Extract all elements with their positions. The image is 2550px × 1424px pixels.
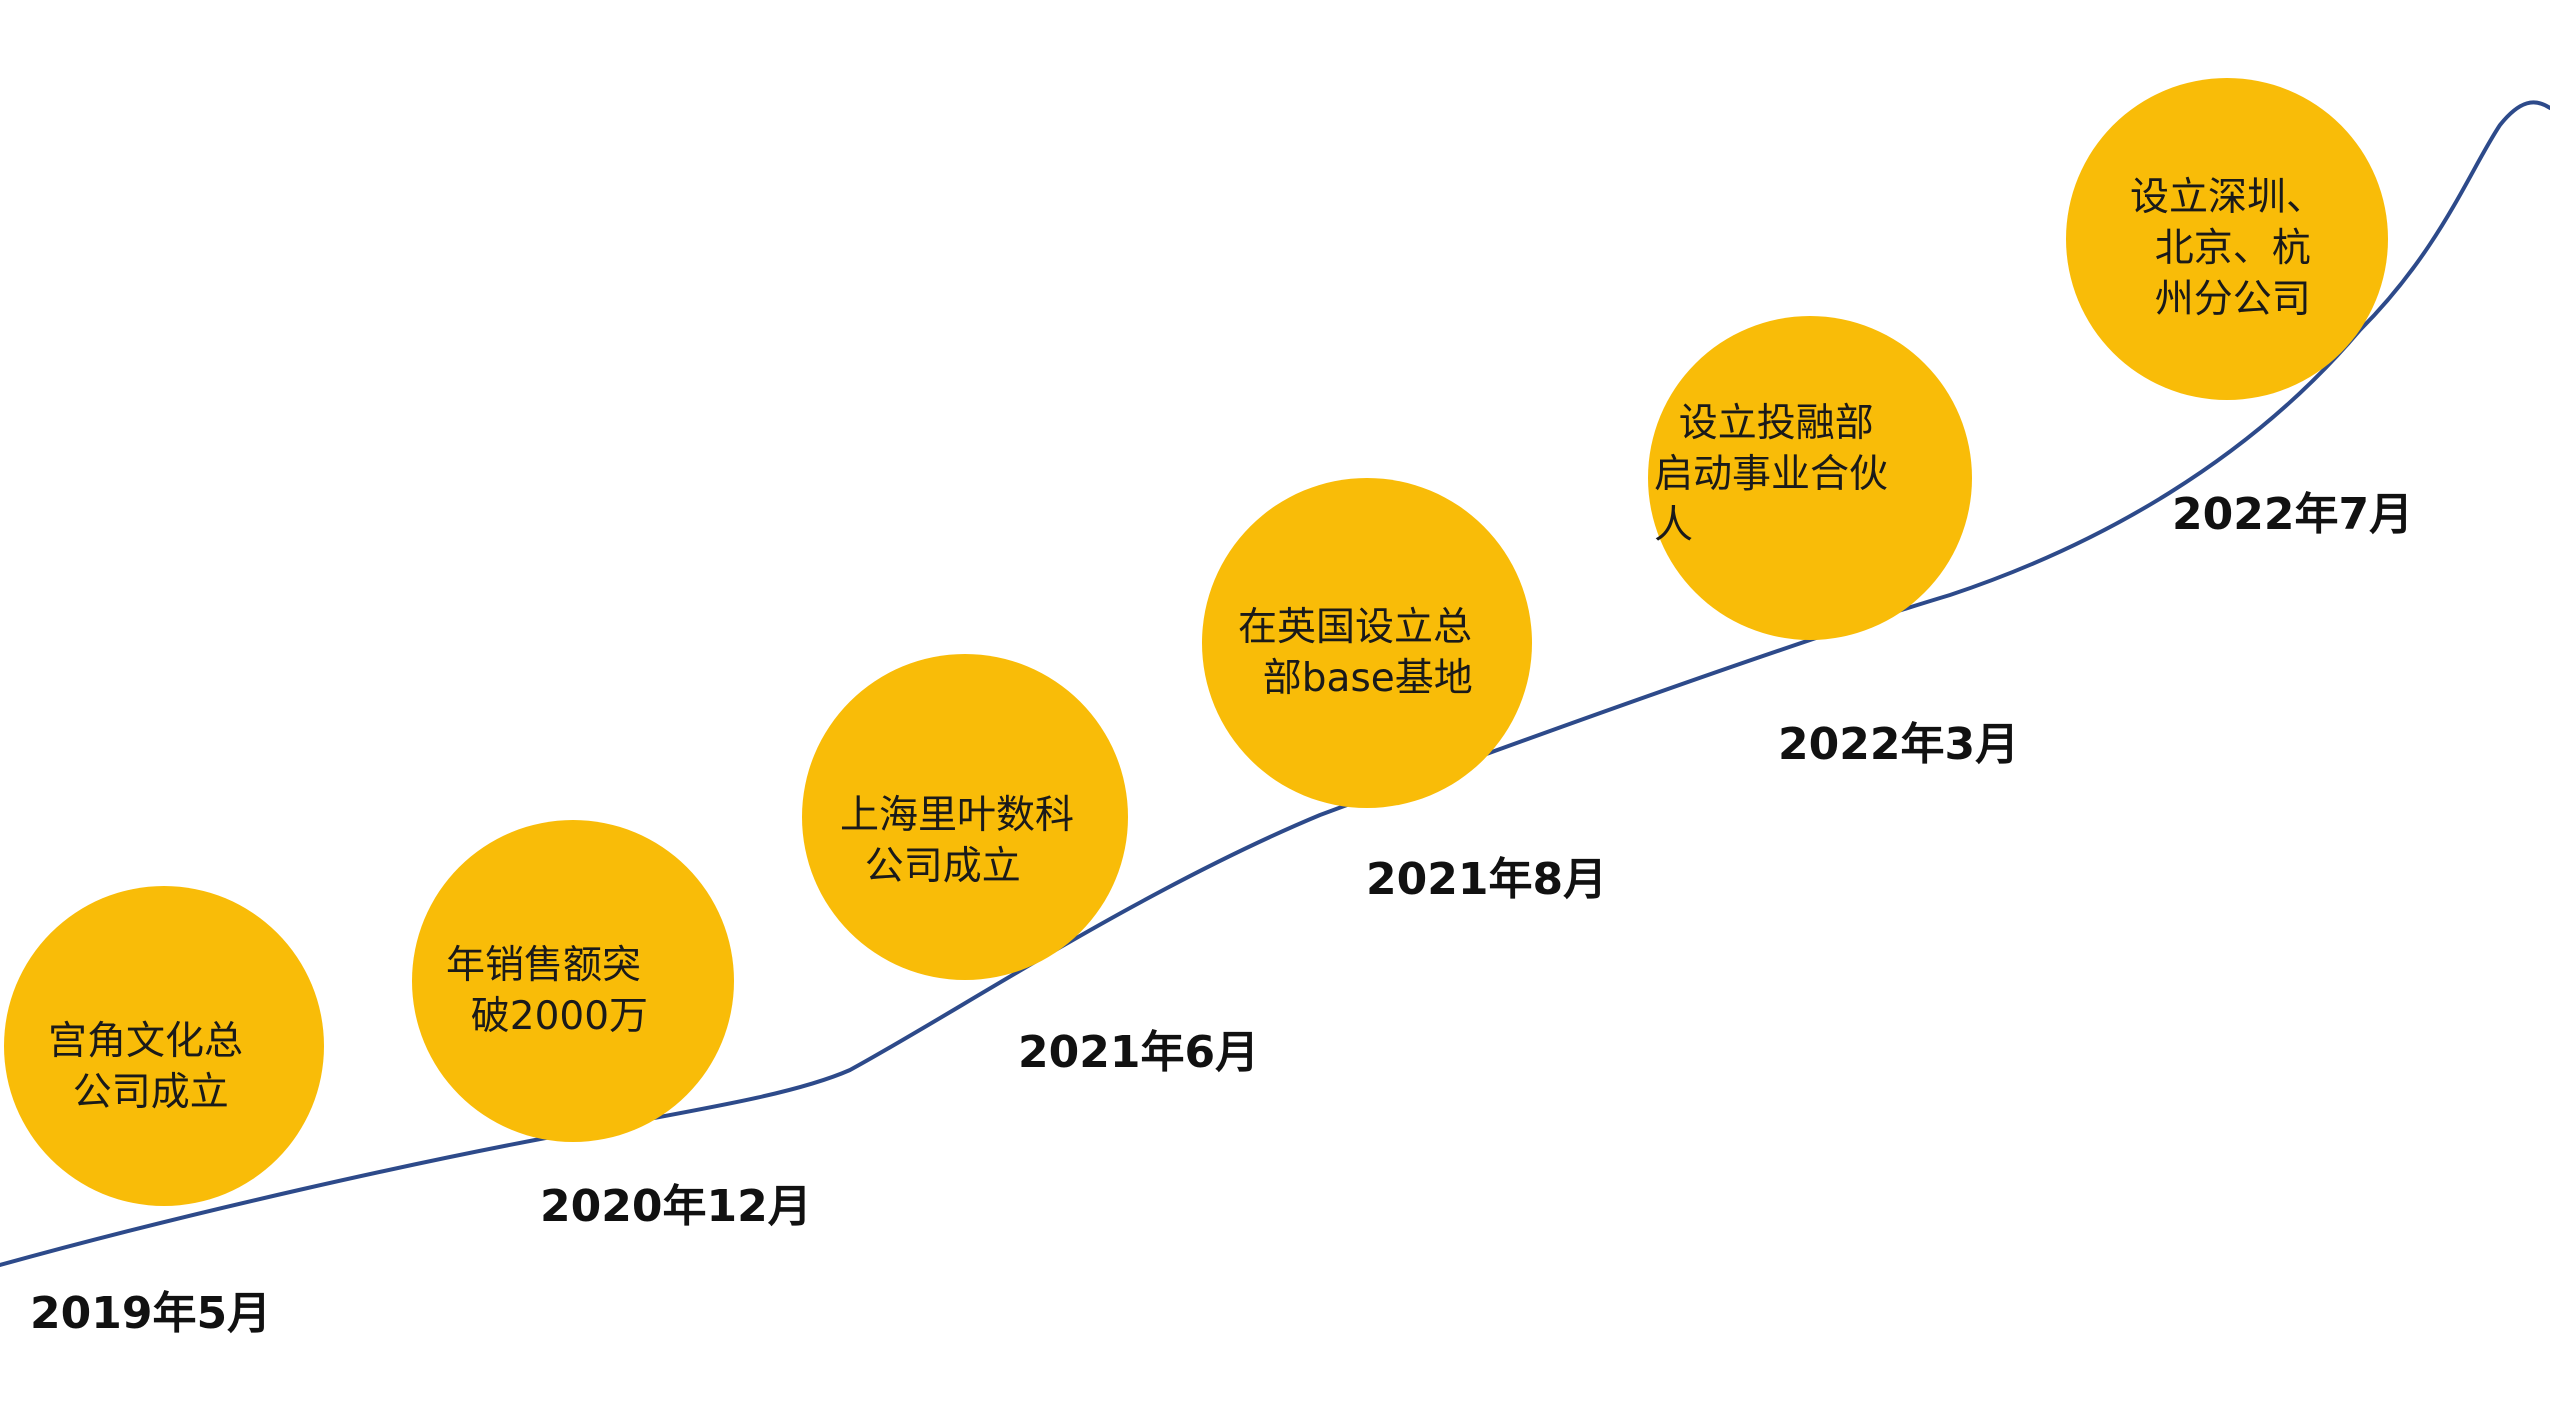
milestone-date-2022-03: 2022年3月 [1778, 719, 2020, 770]
milestone-circle-2022-03 [1648, 316, 1972, 640]
milestone-text-2022-03: 设立投融部 启动事业合伙 人 [1654, 401, 1889, 548]
milestone-date-2021-08: 2021年8月 [1366, 854, 1608, 905]
milestone-date-2020-12: 2020年12月 [540, 1181, 812, 1232]
milestone-text-2020-12: 年销售额突 破2000万 [446, 943, 649, 1039]
milestone-date-2021-06: 2021年6月 [1018, 1027, 1260, 1078]
milestone-circle-2021-06 [802, 654, 1128, 980]
milestone-circle-2020-12 [412, 820, 734, 1142]
milestone-text-2021-06: 上海里叶数科 公司成立 [840, 793, 1075, 889]
milestone-circle-2019-05 [4, 886, 324, 1206]
milestone-date-2022-07: 2022年7月 [2172, 489, 2414, 540]
milestone-text-2021-08: 在英国设立总 部base基地 [1238, 605, 1473, 701]
milestone-text-2022-07: 设立深圳、 北京、杭 州分公司 [2130, 175, 2326, 322]
milestone-circle-2021-08 [1202, 478, 1532, 808]
milestone-date-2019-05: 2019年5月 [30, 1288, 272, 1339]
milestone-circle-2022-07 [2066, 78, 2388, 400]
milestone-text-2019-05: 宫角文化总 公司成立 [48, 1019, 244, 1115]
